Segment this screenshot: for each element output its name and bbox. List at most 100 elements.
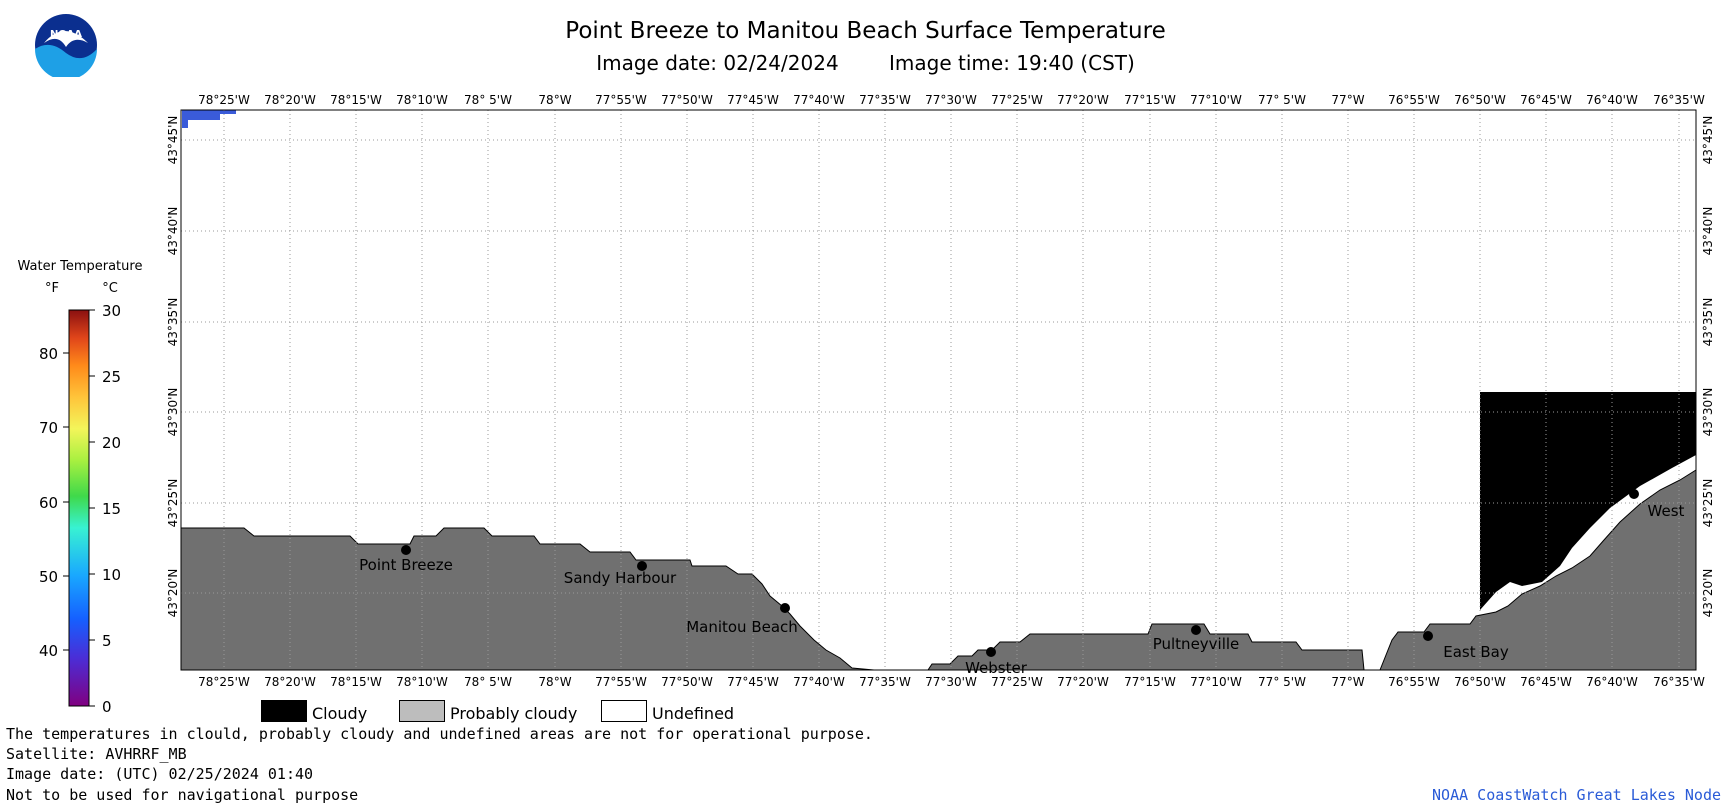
- lon-label-top: 76°40'W: [1586, 93, 1638, 107]
- lon-label-bottom: 77°40'W: [793, 675, 845, 689]
- lon-label-bottom: 77°35'W: [859, 675, 911, 689]
- place-label: West: [1648, 502, 1685, 520]
- lat-label-left: 43°25'N: [166, 479, 180, 528]
- place-label: Pultneyville: [1153, 635, 1240, 653]
- lon-label-bottom: 77°10'W: [1190, 675, 1242, 689]
- lat-label-right: 43°30'N: [1701, 388, 1715, 437]
- lon-label-bottom: 77°20'W: [1057, 675, 1109, 689]
- place-label: Webster: [965, 659, 1028, 677]
- colorbar-f-label: 60: [39, 494, 58, 512]
- image-date: Image date: 02/24/2024: [596, 51, 839, 75]
- colorbar-unit-f: °F: [45, 281, 59, 296]
- cold-water-patch: [182, 110, 236, 128]
- place-marker: [637, 561, 647, 571]
- lon-label-bottom: 77°55'W: [595, 675, 647, 689]
- colorbar-f-label: 80: [39, 345, 58, 363]
- legend-probably-cloudy-swatch: [399, 700, 445, 722]
- lon-label-bottom: 77°45'W: [727, 675, 779, 689]
- colorbar-c-label: 5: [102, 632, 112, 650]
- place-marker: [401, 545, 411, 555]
- colorbar-f-label: 70: [39, 419, 58, 437]
- lon-label-bottom: 78°25'W: [198, 675, 250, 689]
- satellite-info: Satellite: AVHRRF_MB: [6, 745, 187, 763]
- subtitle: Image date: 02/24/2024 Image time: 19:40…: [0, 51, 1731, 75]
- lat-label-left: 43°45'N: [166, 116, 180, 165]
- lon-label-bottom: 76°55'W: [1388, 675, 1440, 689]
- temperature-map: 78°25'W 78°25'W 78°20'W 78°20'W 78°15'W 78°15…: [166, 93, 1715, 689]
- place-label: Manitou Beach: [686, 618, 798, 636]
- lon-label-top: 76°35'W: [1653, 93, 1705, 107]
- colorbar-gradient: [68, 309, 90, 707]
- map-frame: [180, 109, 1697, 671]
- place-label: Point Breeze: [359, 556, 453, 574]
- lon-label-bottom: 76°35'W: [1653, 675, 1705, 689]
- legend-undefined-label: Undefined: [652, 704, 735, 723]
- land-south-shore-east: [1379, 469, 1697, 671]
- lon-label-top: 78°20'W: [264, 93, 316, 107]
- place-marker: [1629, 489, 1639, 499]
- colorbar-f-label: 40: [39, 642, 58, 660]
- logo-text: NOAA: [50, 29, 82, 40]
- lat-label-right: 43°25'N: [1701, 479, 1715, 528]
- lon-label-top: 77°50'W: [661, 93, 713, 107]
- noaa-logo-icon: NOAA: [35, 14, 97, 77]
- lon-label-bottom: 77°50'W: [661, 675, 713, 689]
- colorbar-unit-c: °C: [102, 281, 118, 296]
- lat-label-left: 43°35'N: [166, 298, 180, 347]
- colorbar-c-label: 15: [102, 500, 121, 518]
- lon-label-top: 77°45'W: [727, 93, 779, 107]
- lon-label-top: 78°15'W: [330, 93, 382, 107]
- lon-label-bottom: 76°40'W: [1586, 675, 1638, 689]
- lon-label-bottom: 76°45'W: [1520, 675, 1572, 689]
- lat-label-right: 43°45'N: [1701, 116, 1715, 165]
- lon-label-top: 78° 5'W: [464, 93, 512, 107]
- lon-label-top: 77°30'W: [925, 93, 977, 107]
- lon-label-top: 77°40'W: [793, 93, 845, 107]
- lat-label-left: 43°40'N: [166, 207, 180, 256]
- lon-label-bottom: 78°15'W: [330, 675, 382, 689]
- lon-label-top: 77°35'W: [859, 93, 911, 107]
- lon-label-top: 76°50'W: [1454, 93, 1506, 107]
- lon-label-bottom: 77°W: [1331, 675, 1364, 689]
- lat-label-left: 43°20'N: [166, 569, 180, 618]
- lat-label-right: 43°35'N: [1701, 298, 1715, 347]
- lat-label-right: 43°20'N: [1701, 569, 1715, 618]
- utc-image-date: Image date: (UTC) 02/25/2024 01:40: [6, 765, 314, 783]
- legend-cloudy-swatch: [261, 700, 307, 722]
- lon-label-top: 76°55'W: [1388, 93, 1440, 107]
- place-label: East Bay: [1443, 643, 1509, 661]
- lon-label-bottom: 77°30'W: [925, 675, 977, 689]
- lon-label-bottom: 78°10'W: [396, 675, 448, 689]
- lon-label-top: 77°10'W: [1190, 93, 1242, 107]
- colorbar-c-label: 20: [102, 434, 121, 452]
- colorbar-f-label: 50: [39, 568, 58, 586]
- lon-label-bottom: 78°20'W: [264, 675, 316, 689]
- place-label: Sandy Harbour: [564, 569, 677, 587]
- lon-label-bottom: 78° 5'W: [464, 675, 512, 689]
- lon-label-bottom: 76°50'W: [1454, 675, 1506, 689]
- lon-label-top: 78°10'W: [396, 93, 448, 107]
- legend-undefined-swatch: [601, 700, 647, 722]
- disclaimer-note: The temperatures in clould, probably clo…: [6, 725, 873, 743]
- lon-label-top: 77°15'W: [1124, 93, 1176, 107]
- lon-label-bottom: 77° 5'W: [1258, 675, 1306, 689]
- cloud-area: [1480, 392, 1696, 610]
- colorbar-title: Water Temperature: [18, 259, 143, 274]
- colorbar-c-label: 25: [102, 368, 121, 386]
- color-scale: Water Temperature°F °C3025201510508070605…: [18, 259, 143, 716]
- colorbar-c-label: 0: [102, 698, 112, 716]
- legend-cloudy-label: Cloudy: [312, 704, 368, 723]
- credit-link[interactable]: NOAA CoastWatch Great Lakes Node: [1432, 786, 1721, 804]
- land-south-shore-west: [180, 527, 875, 671]
- place-marker: [986, 647, 996, 657]
- place-marker: [1191, 625, 1201, 635]
- lat-label-left: 43°30'N: [166, 388, 180, 437]
- page-title: Point Breeze to Manitou Beach Surface Te…: [565, 18, 1166, 44]
- lon-label-top: 77°20'W: [1057, 93, 1109, 107]
- lon-label-top: 77°W: [1331, 93, 1364, 107]
- lon-label-top: 78°25'W: [198, 93, 250, 107]
- colorbar-c-label: 10: [102, 566, 121, 584]
- lon-label-bottom: 77°25'W: [991, 675, 1043, 689]
- lon-label-top: 78°W: [538, 93, 571, 107]
- lon-label-bottom: 77°15'W: [1124, 675, 1176, 689]
